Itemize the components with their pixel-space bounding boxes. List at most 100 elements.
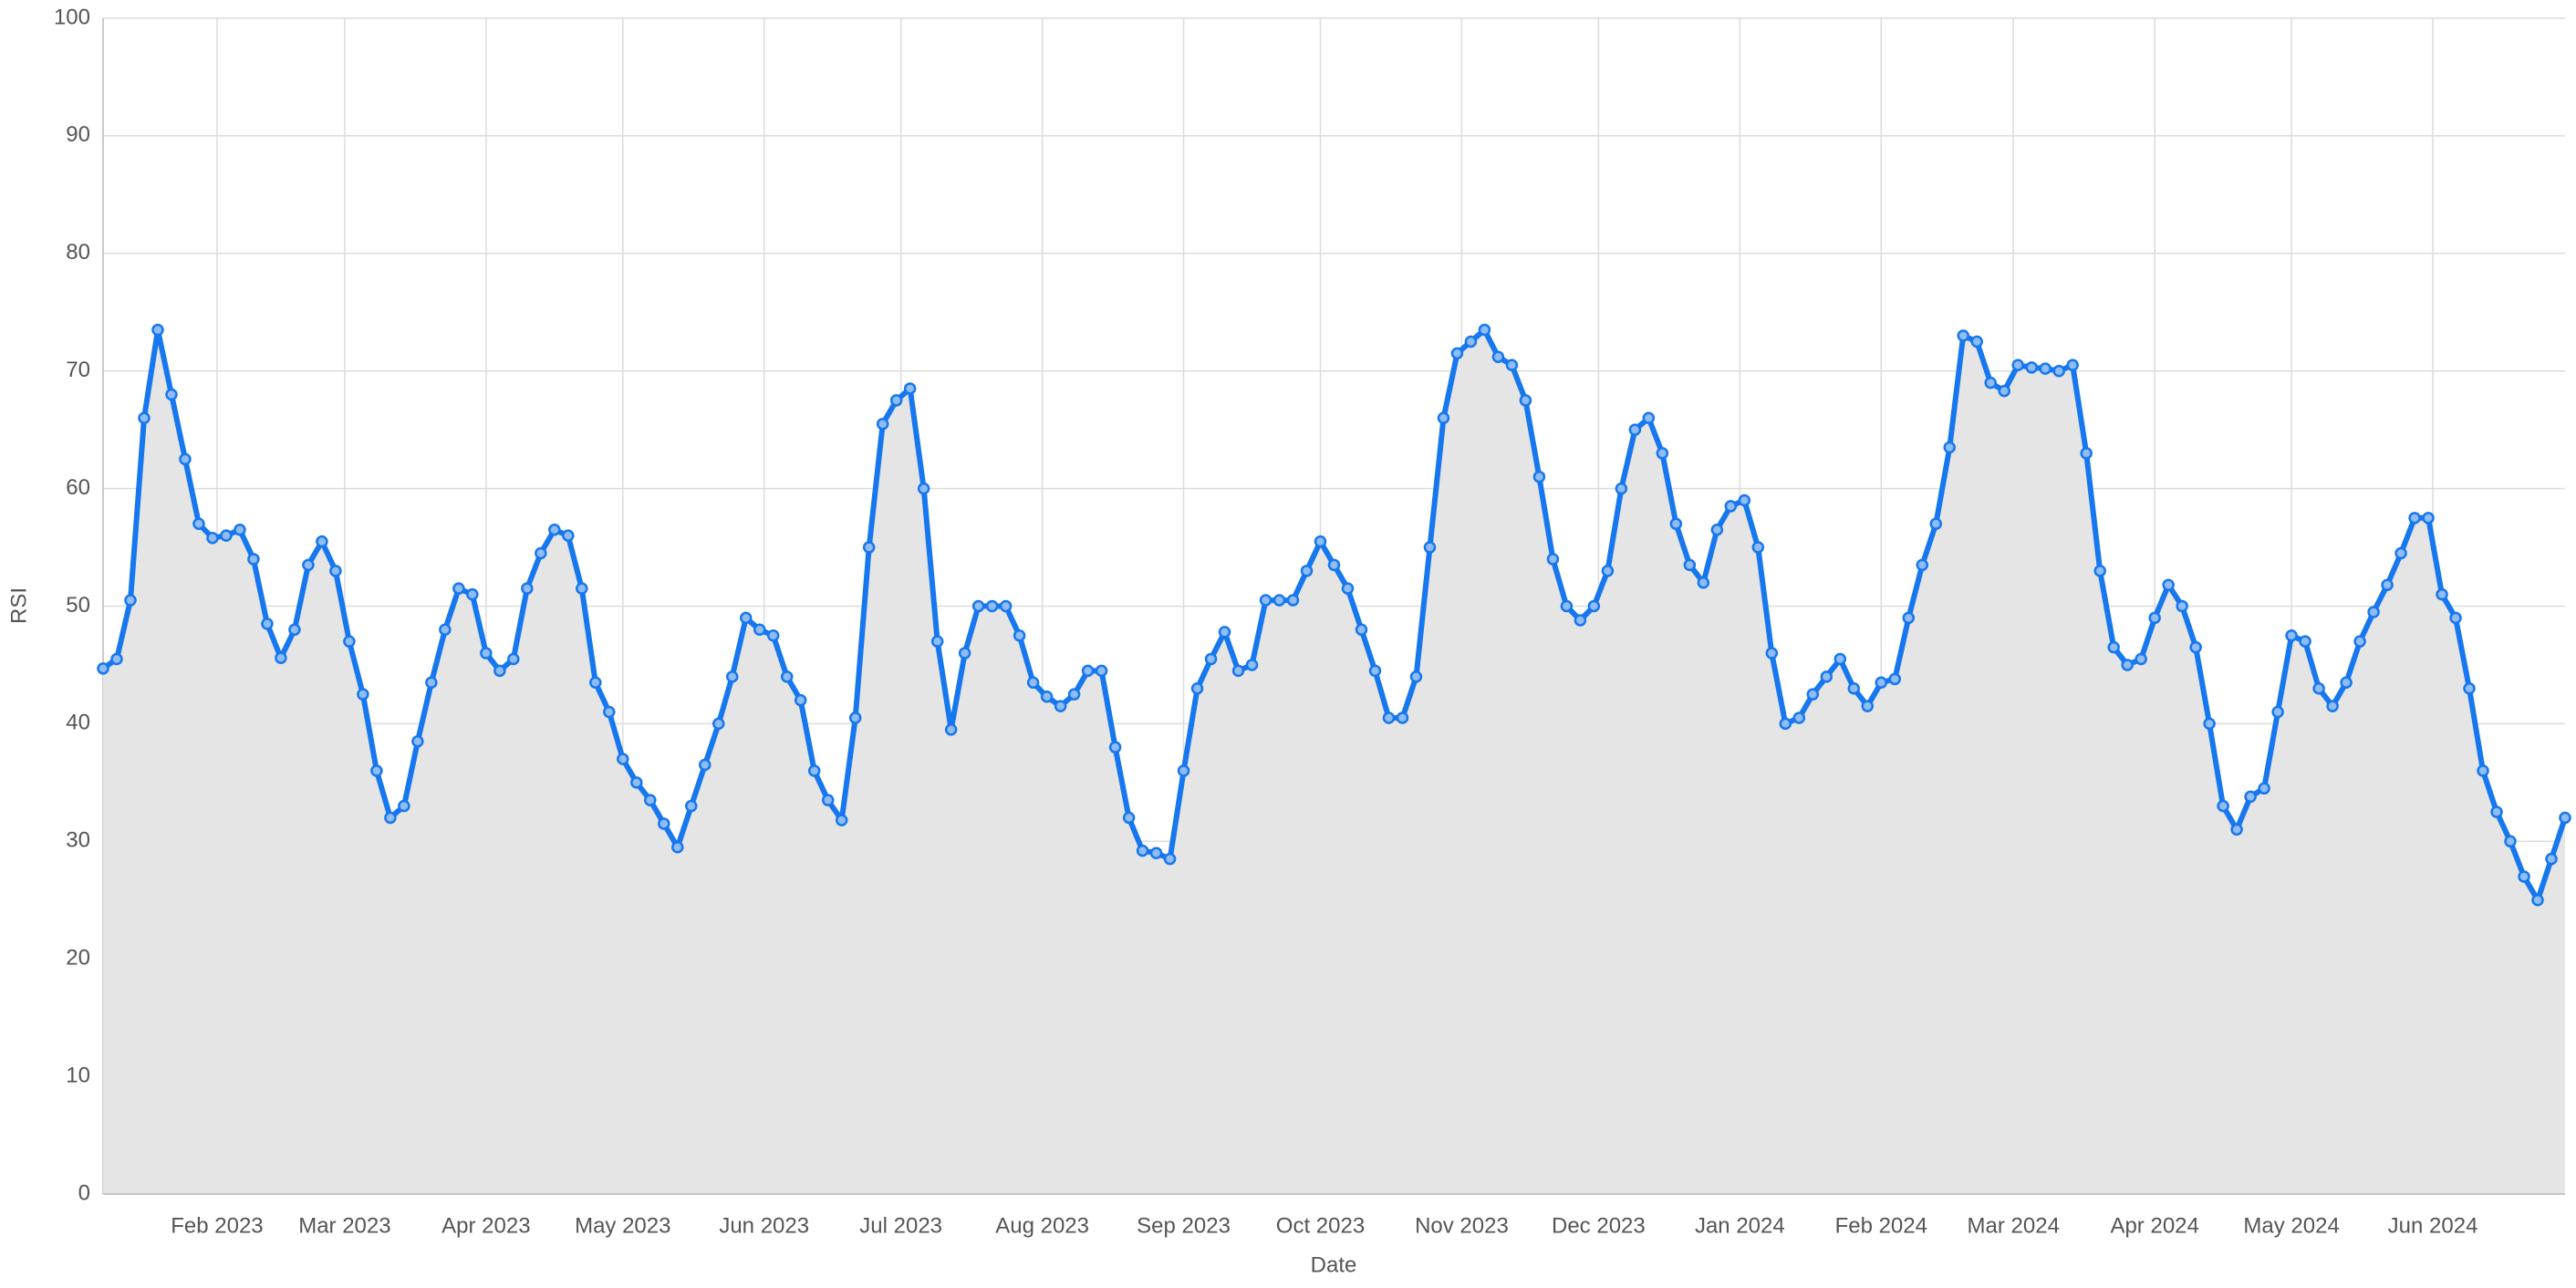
point (2504, 835, 2517, 848)
point (1423, 541, 1437, 554)
point (1450, 347, 1464, 360)
point (1806, 688, 1820, 701)
point (1040, 691, 1054, 703)
point (576, 582, 588, 595)
point (2559, 811, 2571, 825)
point (398, 799, 410, 813)
point (1642, 411, 1656, 425)
point (562, 529, 575, 542)
point (999, 599, 1013, 613)
point (1505, 358, 1519, 372)
point (1081, 664, 1095, 678)
point (1341, 582, 1355, 595)
y-axis-label: RSI (6, 587, 31, 624)
point (1382, 712, 1396, 724)
point (2271, 705, 2284, 719)
point (302, 558, 315, 572)
point (2408, 512, 2421, 525)
point (1478, 323, 1491, 337)
point (862, 541, 876, 554)
point (2422, 512, 2435, 525)
point (725, 670, 739, 683)
point (958, 647, 971, 660)
x-tick-label: Oct 2023 (1276, 1213, 1365, 1238)
point (1190, 681, 1204, 695)
area (103, 329, 2565, 1195)
point (712, 717, 725, 731)
point (1149, 847, 1163, 859)
point (917, 482, 930, 495)
point (2148, 611, 2161, 625)
point (1546, 553, 1560, 566)
point (1218, 626, 1231, 639)
point (2080, 447, 2093, 460)
point (1628, 423, 1642, 436)
point (2121, 659, 2134, 671)
point (2285, 628, 2298, 642)
point (2162, 578, 2175, 592)
point (425, 676, 438, 690)
point (2025, 361, 2038, 374)
point (1984, 376, 1997, 390)
point (903, 382, 917, 395)
x-tick-label: Jul 2023 (859, 1213, 942, 1238)
point (1272, 594, 1286, 607)
point (124, 594, 137, 607)
point (2545, 852, 2558, 866)
y-tick-label: 10 (66, 1063, 90, 1087)
y-tick-label: 30 (66, 828, 90, 853)
point (1437, 411, 1450, 425)
point (2312, 681, 2325, 695)
point (1601, 565, 1615, 577)
point (384, 811, 397, 825)
point (1122, 811, 1136, 825)
point (466, 587, 479, 601)
x-tick-label: Sep 2023 (1137, 1213, 1231, 1238)
point (507, 652, 520, 666)
point (2066, 358, 2079, 372)
y-tick-label: 40 (66, 711, 90, 735)
point (2176, 599, 2188, 613)
point (1163, 852, 1177, 866)
point (110, 652, 123, 666)
point (848, 712, 862, 724)
point (357, 688, 369, 701)
point (658, 817, 670, 830)
point (944, 723, 958, 736)
point (1656, 447, 1669, 460)
point (2203, 717, 2216, 731)
y-tick-label: 90 (66, 122, 90, 147)
point (2258, 782, 2270, 795)
point (1847, 681, 1861, 695)
point (288, 623, 301, 637)
point (1970, 335, 1983, 348)
point (671, 840, 684, 854)
point (192, 517, 205, 531)
point (1245, 659, 1259, 671)
point (1916, 558, 1929, 572)
point (452, 582, 465, 595)
point (1067, 688, 1081, 701)
point (985, 599, 999, 613)
point (411, 734, 424, 748)
point (753, 623, 766, 637)
x-tick-label: Feb 2023 (171, 1213, 263, 1238)
point (1724, 500, 1738, 513)
point (1710, 523, 1724, 536)
point (794, 693, 807, 707)
point (2326, 700, 2339, 712)
point (1396, 712, 1409, 724)
point (316, 535, 328, 548)
point (2518, 870, 2530, 883)
point (603, 705, 616, 719)
point (2299, 635, 2311, 648)
point (889, 394, 903, 407)
point (439, 623, 452, 637)
point (329, 565, 342, 577)
point (179, 452, 192, 466)
point (1820, 670, 1833, 683)
point (1833, 652, 1847, 666)
point (1108, 741, 1122, 753)
point (1560, 599, 1574, 613)
x-tick-label: Mar 2024 (1968, 1213, 2060, 1238)
